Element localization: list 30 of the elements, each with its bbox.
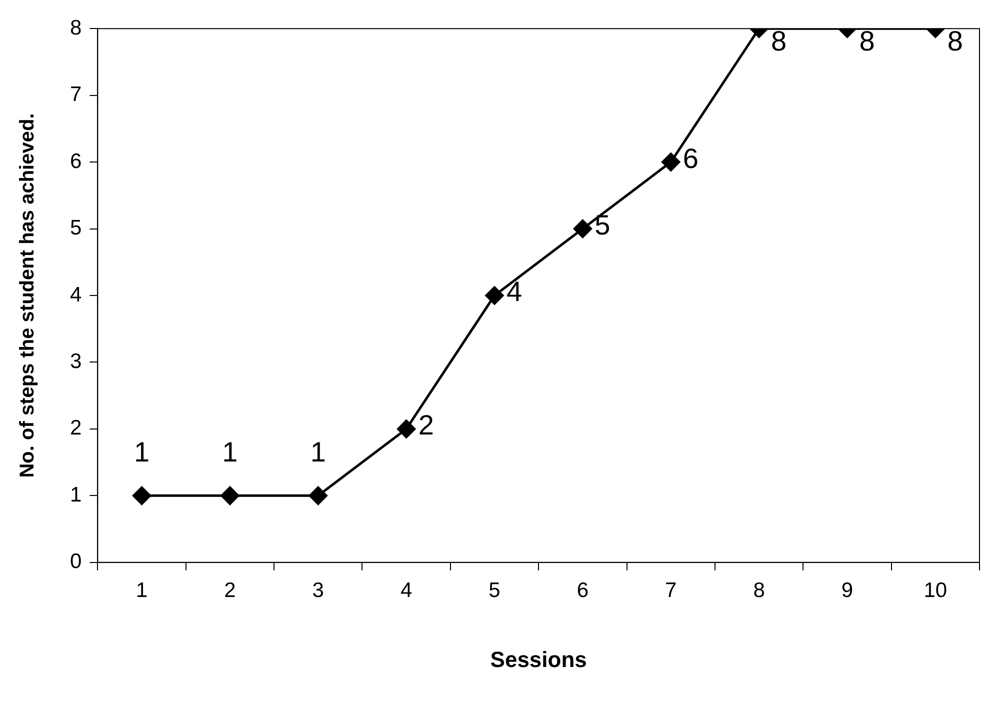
y-axis-title: No. of steps the student has achieved. (16, 113, 39, 478)
x-axis-title: Sessions (490, 646, 587, 672)
x-tick-label: 4 (400, 578, 412, 602)
data-label: 4 (506, 276, 522, 308)
data-label: 8 (859, 25, 875, 56)
x-tick-label: 10 (924, 578, 948, 602)
data-label: 1 (222, 436, 238, 468)
data-label: 2 (418, 410, 434, 441)
data-label: 1 (134, 436, 150, 468)
x-tick-label: 6 (576, 578, 589, 602)
y-tick-label: 8 (70, 16, 82, 40)
y-tick-label: 2 (70, 416, 82, 440)
y-tick-label: 3 (70, 350, 82, 374)
x-tick-label: 2 (224, 578, 236, 602)
x-tick-label: 7 (665, 578, 677, 602)
data-label: 8 (947, 25, 963, 56)
x-tick-label: 8 (753, 578, 765, 602)
x-tick-label: 9 (841, 578, 854, 602)
y-tick-label: 6 (70, 150, 82, 173)
y-tick-label: 5 (70, 216, 82, 240)
x-tick-label: 3 (312, 578, 324, 602)
data-label: 1 (310, 436, 326, 468)
y-tick-label: 4 (70, 283, 82, 306)
x-tick-label: 1 (136, 578, 148, 602)
y-tick-label: 0 (70, 550, 82, 574)
data-label: 8 (771, 25, 787, 56)
y-tick-label: 7 (70, 83, 82, 106)
data-label: 6 (682, 142, 698, 174)
y-tick-label: 1 (70, 483, 82, 506)
x-tick-label: 5 (488, 578, 500, 602)
